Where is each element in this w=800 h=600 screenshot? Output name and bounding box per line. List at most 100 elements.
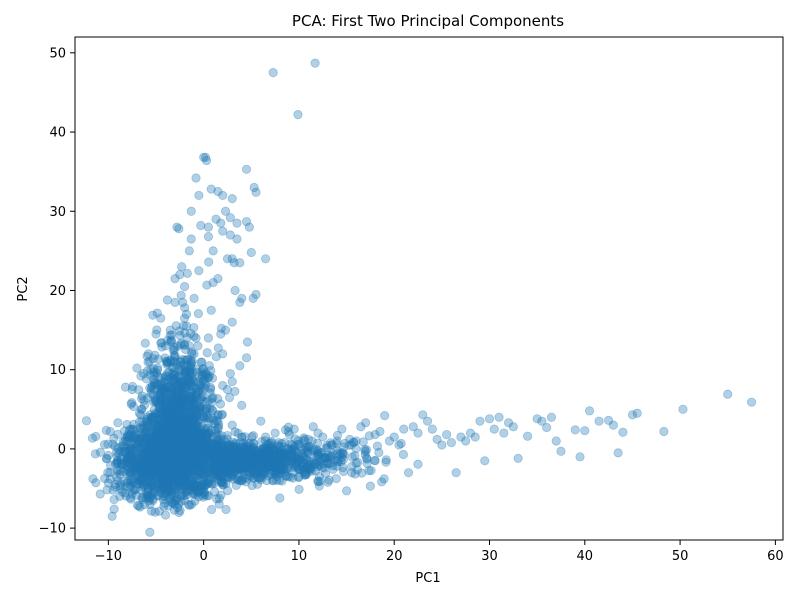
data-point <box>212 451 222 462</box>
data-point <box>237 475 247 486</box>
data-point <box>156 474 167 484</box>
data-point <box>171 440 181 450</box>
data-point <box>156 469 166 479</box>
data-point <box>176 466 186 476</box>
data-point <box>171 421 181 431</box>
data-point <box>253 454 263 464</box>
data-point <box>285 447 295 457</box>
data-point <box>161 469 171 479</box>
data-point <box>167 421 177 431</box>
data-point <box>221 448 231 458</box>
data-point <box>155 436 166 446</box>
data-point <box>166 418 177 428</box>
data-point <box>203 419 214 429</box>
data-point <box>174 473 184 483</box>
data-point <box>156 467 166 477</box>
data-point <box>265 443 275 454</box>
data-point <box>191 450 201 460</box>
data-point <box>179 448 189 459</box>
data-point <box>203 445 213 455</box>
data-point <box>203 333 214 343</box>
data-point <box>171 472 182 482</box>
data-point <box>147 451 157 461</box>
chart-title: PCA: First Two Principal Components <box>292 12 564 30</box>
data-point <box>175 449 185 459</box>
data-point <box>194 372 204 382</box>
data-point <box>291 454 301 464</box>
data-point <box>229 442 240 452</box>
data-point <box>203 428 213 438</box>
data-point <box>199 464 209 474</box>
data-point <box>380 411 390 421</box>
data-point <box>176 451 187 461</box>
data-point <box>165 436 175 446</box>
data-point <box>122 455 132 465</box>
data-point <box>148 453 158 463</box>
data-point <box>186 428 196 438</box>
data-point <box>191 458 202 468</box>
data-point <box>177 262 187 272</box>
data-point <box>199 460 210 470</box>
data-point <box>165 428 176 438</box>
data-point <box>170 445 181 455</box>
data-point <box>174 429 184 439</box>
data-point <box>124 448 134 458</box>
data-point <box>245 443 255 454</box>
data-point <box>139 450 149 460</box>
data-point <box>133 456 144 467</box>
data-point <box>161 371 171 381</box>
data-point <box>298 465 309 475</box>
data-point <box>134 417 145 427</box>
data-point <box>170 273 180 284</box>
data-point <box>179 447 189 458</box>
data-point <box>162 295 173 305</box>
x-tick-label: 60 <box>767 549 784 564</box>
data-point <box>241 353 252 363</box>
data-point <box>336 448 346 458</box>
data-point <box>265 447 276 457</box>
data-point <box>173 473 183 483</box>
data-point <box>200 152 211 162</box>
data-point <box>129 477 140 487</box>
data-point <box>153 430 163 440</box>
data-point <box>169 345 179 355</box>
data-point <box>165 472 175 483</box>
data-point <box>160 510 171 520</box>
data-point <box>262 463 273 473</box>
data-point <box>142 457 153 467</box>
data-point <box>191 333 201 343</box>
data-point <box>196 461 206 471</box>
data-point <box>256 452 266 463</box>
data-point <box>174 443 184 453</box>
data-point <box>168 460 178 470</box>
data-point <box>167 442 177 452</box>
data-point <box>81 416 92 426</box>
data-point <box>165 388 175 399</box>
data-point <box>190 460 200 470</box>
data-point <box>202 369 212 380</box>
data-point <box>216 450 226 460</box>
data-point <box>199 464 209 474</box>
data-point <box>180 445 190 456</box>
data-point <box>108 485 118 495</box>
data-point <box>332 461 342 471</box>
data-point <box>294 484 304 494</box>
data-point <box>168 455 178 465</box>
data-point <box>175 450 186 460</box>
data-point <box>175 403 185 413</box>
data-point <box>138 479 148 489</box>
data-point <box>328 449 338 459</box>
data-point <box>216 490 226 500</box>
data-point <box>161 446 172 457</box>
data-point <box>243 451 253 461</box>
data-point <box>296 454 306 465</box>
data-point <box>259 459 269 469</box>
data-point <box>188 367 198 377</box>
data-point <box>201 445 211 455</box>
data-point <box>197 366 207 377</box>
data-point <box>161 356 171 366</box>
data-point <box>192 410 202 421</box>
data-point <box>157 451 168 461</box>
data-point <box>163 462 173 472</box>
